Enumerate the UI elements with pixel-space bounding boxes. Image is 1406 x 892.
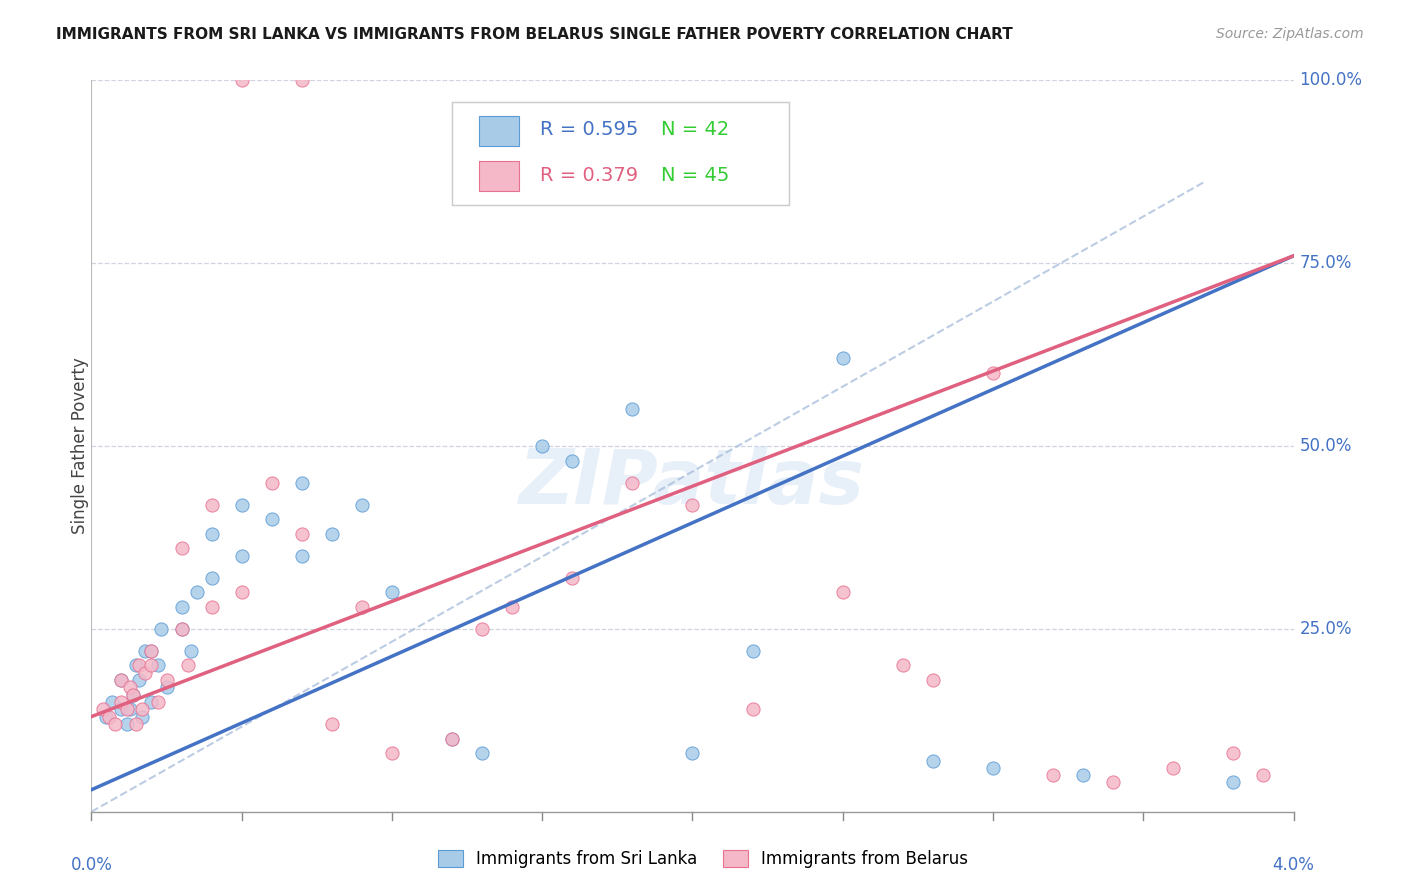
Point (201, 526, 224, 541)
Point (141, 695, 163, 709)
Point (117, 702, 139, 716)
Point (291, 475, 314, 490)
Point (561, 571, 583, 585)
Point (831, 585, 853, 599)
Point (231, 498, 253, 512)
Point (291, 549, 314, 563)
Point (141, 658, 163, 673)
Point (1253, 768, 1275, 782)
Point (1102, 775, 1125, 789)
Point (141, 644, 163, 658)
Text: 4.0%: 4.0% (1272, 855, 1315, 873)
Point (260, 512, 283, 526)
Point (180, 644, 202, 658)
Point (1071, 768, 1094, 782)
Point (381, 585, 404, 599)
Point (440, 731, 463, 746)
Point (350, 599, 373, 614)
Point (125, 658, 148, 673)
Point (621, 475, 644, 490)
Point (131, 709, 153, 723)
Point (110, 702, 132, 716)
Point (122, 688, 145, 702)
Point (186, 585, 208, 599)
Point (146, 658, 169, 673)
Point (741, 702, 763, 716)
Point (201, 571, 224, 585)
Point (141, 644, 163, 658)
Point (176, 658, 198, 673)
Text: IMMIGRANTS FROM SRI LANKA VS IMMIGRANTS FROM BELARUS SINGLE FATHER POVERTY CORRE: IMMIGRANTS FROM SRI LANKA VS IMMIGRANTS … (56, 27, 1012, 42)
Point (321, 717, 343, 731)
Point (260, 475, 283, 490)
Point (350, 498, 373, 512)
Point (170, 622, 193, 636)
Point (155, 673, 177, 687)
Point (104, 717, 127, 731)
Point (110, 673, 132, 687)
Text: 75.0%: 75.0% (1299, 254, 1353, 272)
Point (120, 681, 142, 695)
Point (149, 622, 172, 636)
Point (125, 717, 148, 731)
Point (891, 658, 914, 673)
Point (110, 673, 132, 687)
Point (561, 453, 583, 467)
Point (201, 498, 224, 512)
Point (531, 439, 554, 453)
Point (621, 402, 644, 417)
Point (291, 526, 314, 541)
Point (1222, 775, 1244, 789)
Text: 100.0%: 100.0% (1299, 71, 1362, 89)
Point (101, 695, 124, 709)
Point (120, 702, 142, 716)
Point (471, 746, 494, 760)
Point (471, 622, 494, 636)
Text: ZIPatlas: ZIPatlas (519, 446, 866, 519)
Point (440, 731, 463, 746)
Point (231, 73, 253, 87)
Text: Source: ZipAtlas.com: Source: ZipAtlas.com (1216, 27, 1364, 41)
Point (170, 599, 193, 614)
Point (981, 761, 1004, 775)
Point (170, 541, 193, 556)
Point (128, 673, 150, 687)
Point (501, 599, 523, 614)
Point (96, 709, 118, 723)
Point (321, 526, 343, 541)
Point (131, 702, 153, 716)
Point (170, 622, 193, 636)
Point (681, 746, 703, 760)
Text: 25.0%: 25.0% (1299, 620, 1353, 638)
Point (831, 351, 853, 366)
Point (1222, 746, 1244, 760)
Point (110, 695, 132, 709)
Legend: Immigrants from Sri Lanka, Immigrants from Belarus: Immigrants from Sri Lanka, Immigrants fr… (432, 843, 974, 875)
Point (231, 549, 253, 563)
Point (1161, 761, 1184, 775)
Point (201, 599, 224, 614)
Point (155, 681, 177, 695)
Point (122, 688, 145, 702)
Point (381, 746, 404, 760)
Point (146, 695, 169, 709)
Point (128, 658, 150, 673)
Point (291, 73, 314, 87)
Point (741, 644, 763, 658)
Point (1042, 768, 1064, 782)
Point (231, 585, 253, 599)
Point (981, 366, 1004, 380)
Point (922, 754, 945, 768)
Point (98, 709, 121, 723)
Text: 0.0%: 0.0% (70, 855, 112, 873)
Point (922, 673, 945, 687)
Point (117, 717, 139, 731)
Text: 50.0%: 50.0% (1299, 437, 1353, 455)
Point (134, 644, 156, 658)
Point (681, 498, 703, 512)
Point (93, 702, 115, 716)
Point (134, 665, 156, 680)
Y-axis label: Single Father Poverty: Single Father Poverty (72, 358, 89, 534)
